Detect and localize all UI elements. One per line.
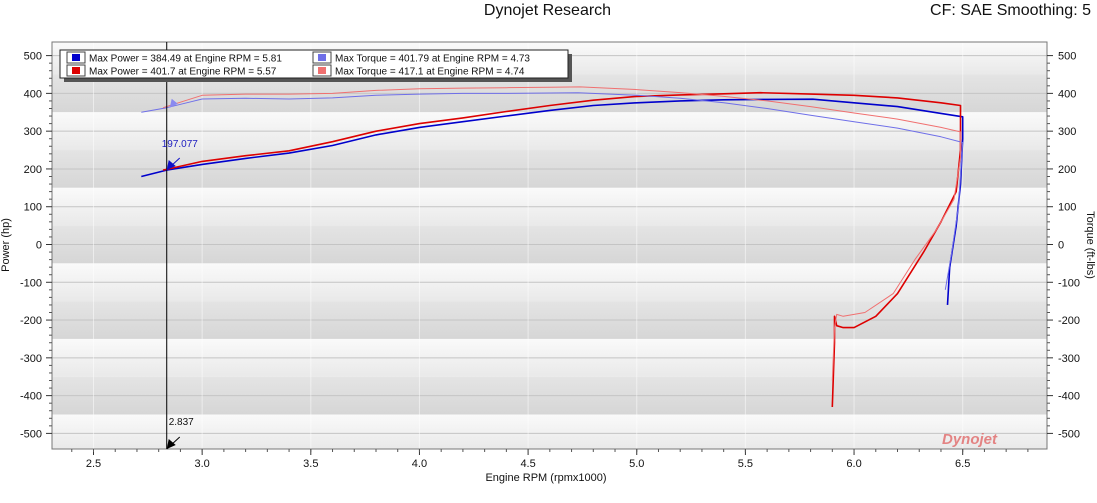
legend-entry: Max Torque = 417.1 at Engine RPM = 4.74 — [335, 67, 525, 78]
x-tick-label: 6.5 — [955, 458, 970, 470]
legend-entry: Max Power = 401.7 at Engine RPM = 5.57 — [89, 67, 277, 78]
y-tick-label: -100 — [20, 277, 42, 289]
axes-layer: 500 500 400 400 300 300 200 200 100 100 0 0 -100 -100… — [20, 51, 1080, 470]
y-axis-label: Power (hp) — [0, 218, 12, 272]
legend: Max Power = 384.49 at Engine RPM = 5.81 M… — [59, 49, 572, 82]
cursor-power-arrow-stem — [166, 157, 181, 171]
x-tick-label: 2.5 — [86, 458, 101, 470]
legend-swatch — [72, 54, 80, 61]
legend-swatch — [318, 54, 326, 61]
y-tick-label: 500 — [24, 51, 42, 63]
y2-tick-label: 200 — [1058, 164, 1076, 176]
y-tick-label: 0 — [36, 240, 42, 252]
y2-tick-label: 0 — [1058, 240, 1064, 252]
series-line-power_run1 — [141, 98, 964, 305]
x-axis-label: Engine RPM (rpmx1000) — [485, 472, 606, 484]
series-line-power_run2 — [162, 91, 962, 408]
y-tick-label: -400 — [20, 391, 42, 403]
y2-tick-label: -200 — [1058, 315, 1080, 327]
y2-tick-label: -100 — [1058, 277, 1080, 289]
y-tick-label: -500 — [20, 428, 42, 440]
legend-swatch — [72, 67, 80, 74]
legend-entry: Max Power = 384.49 at Engine RPM = 5.81 — [89, 54, 282, 65]
x-tick-label: 6.0 — [846, 458, 861, 470]
cursor-rpm-arrow-stem — [166, 436, 181, 450]
y2-tick-label: -400 — [1058, 391, 1080, 403]
cursor-layer[interactable]: 197.077 2.837 — [162, 42, 199, 450]
logo-text: Dynojet — [942, 431, 998, 448]
series-line-torque_run2 — [162, 86, 961, 381]
y2-tick-label: -300 — [1058, 353, 1080, 365]
correction-factor-label: CF: SAE Smoothing: 5 — [930, 2, 1091, 19]
y2-tick-label: 400 — [1058, 88, 1076, 100]
y2-tick-label: -500 — [1058, 428, 1080, 440]
y-tick-label: 400 — [24, 88, 42, 100]
y-tick-label: 100 — [24, 202, 42, 214]
series-layer — [141, 86, 964, 408]
x-tick-label: 5.0 — [629, 458, 644, 470]
y-tick-label: 300 — [24, 126, 42, 138]
chart-title: Dynojet Research — [483, 2, 612, 19]
x-tick-label: 3.5 — [303, 458, 318, 470]
plot-background — [52, 42, 1047, 449]
cursor-value-label: 197.077 — [162, 139, 199, 150]
cursor-rpm-label: 2.837 — [169, 417, 194, 428]
y-tick-label: 200 — [24, 164, 42, 176]
background-band — [52, 414, 1047, 449]
series-line-torque_run1 — [141, 92, 964, 290]
x-tick-label: 4.5 — [520, 458, 535, 470]
y-tick-label: -200 — [20, 315, 42, 327]
cursor-torque-arrow — [169, 98, 178, 108]
y2-tick-label: 500 — [1058, 51, 1076, 63]
y2-tick-label: 100 — [1058, 202, 1076, 214]
dynojet-logo: Dynojet — [942, 431, 998, 448]
y-tick-label: -300 — [20, 353, 42, 365]
x-tick-label: 3.0 — [195, 458, 210, 470]
y2-tick-label: 300 — [1058, 126, 1076, 138]
legend-swatch — [318, 67, 326, 74]
legend-entry: Max Torque = 401.79 at Engine RPM = 4.73 — [335, 54, 530, 65]
x-tick-label: 4.0 — [412, 458, 427, 470]
x-tick-label: 5.5 — [738, 458, 753, 470]
y2-axis-label: Torque (ft-lbs) — [1084, 211, 1096, 279]
